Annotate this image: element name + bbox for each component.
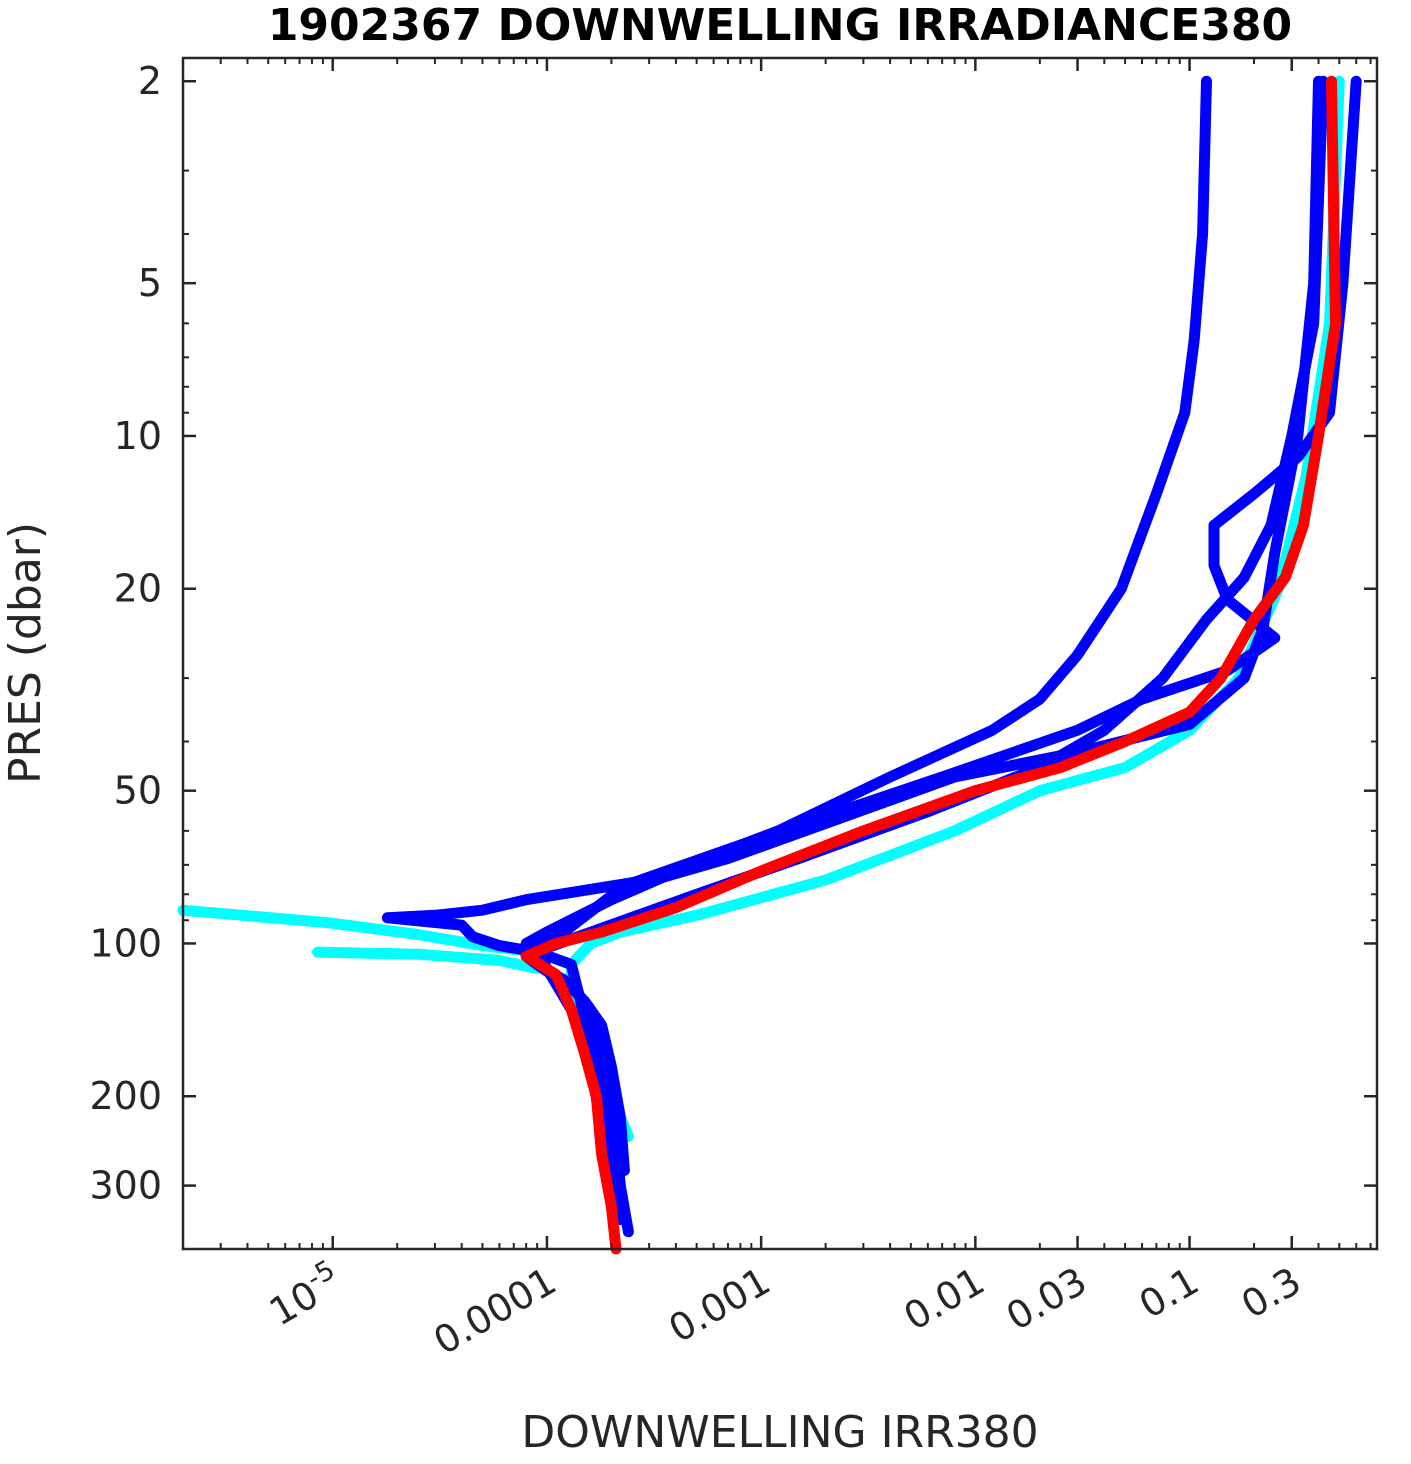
- y-tick-label: 20: [114, 567, 162, 611]
- y-tick-label: 10: [114, 414, 162, 458]
- chart-title: 1902367 DOWNWELLING IRRADIANCE380: [268, 0, 1292, 51]
- y-tick-label: 2: [138, 59, 162, 103]
- x-tick-labels: 10-5 0.0001 0.001 0.01 0.03 0.1 0.3: [260, 1254, 1309, 1363]
- x-tick-label: 0.0001: [426, 1259, 563, 1364]
- x-tick-label: 0.01: [897, 1259, 992, 1339]
- y-tick-label: 100: [89, 921, 162, 965]
- x-tick-label: 0.001: [661, 1259, 777, 1352]
- y-tick-labels: 2 5 10 20 50 100 200 300: [89, 59, 162, 1207]
- y-axis-label: PRES (dbar): [0, 522, 51, 784]
- y-tick-label: 5: [138, 261, 162, 305]
- plot-frame: [181, 56, 1379, 1251]
- y-tick-label: 300: [89, 1164, 162, 1208]
- x-tick-label: 0.3: [1234, 1259, 1308, 1327]
- x-tick-label: 10-5: [260, 1254, 350, 1334]
- y-tick-label: 50: [114, 769, 162, 813]
- x-axis-label: DOWNWELLING IRR380: [521, 1407, 1038, 1458]
- series-line: [520, 75, 1341, 1255]
- major-ticks: [183, 58, 1377, 1249]
- x-tick-label: 0.1: [1132, 1259, 1206, 1327]
- series-layer: [177, 75, 1362, 1255]
- y-tick-label: 200: [89, 1074, 162, 1118]
- series-line: [520, 75, 1324, 1238]
- x-tick-label: 0.03: [999, 1259, 1094, 1339]
- series-line: [312, 946, 543, 974]
